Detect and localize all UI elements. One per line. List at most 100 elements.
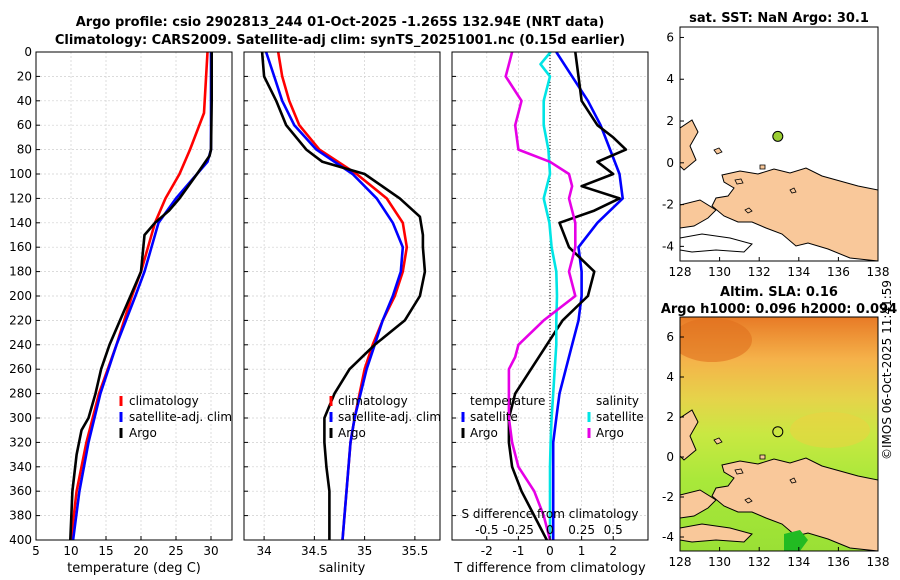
difference-legend-salinity: salinity satellite Argo (587, 394, 644, 440)
temperature-xlabel: temperature (deg C) (67, 561, 201, 576)
depth-tick-label: 280 (9, 387, 32, 401)
s-diff-tick-label: 0 (546, 523, 554, 537)
x-tick-label: -2 (481, 544, 493, 558)
land-new-guinea (711, 167, 878, 261)
sst-map-ticks: 128 130 132 134 136 138 -4 -2 0 2 4 6 (662, 30, 889, 279)
x-tick-label: 134 (787, 555, 810, 569)
legend-temp-satellite: satellite (470, 410, 518, 424)
argo-float-marker (772, 426, 784, 438)
depth-tick-label: 180 (9, 265, 32, 279)
depth-tick-label: 80 (17, 143, 32, 157)
argo-float-marker (772, 130, 784, 142)
salinity-panel: 34 34.5 35 35.5 salinity climatology satell… (243, 51, 441, 576)
y-tick-label: 4 (666, 370, 674, 384)
temperature-ticks: 5 10 15 20 25 30 (32, 51, 219, 558)
sla-map-panel: Altim. SLA: 0.16 Argo h1000: 0.096 h2000… (661, 285, 897, 569)
sst-map-title: sat. SST: NaN Argo: 30.1 (689, 11, 869, 26)
x-tick-label: 134 (787, 265, 810, 279)
difference-ticks: -2 -1 0 1 2 (452, 51, 617, 558)
series-line-temperature-satellite (551, 52, 625, 540)
x-tick-label: 35 (357, 544, 372, 558)
x-tick-label: 25 (168, 544, 183, 558)
x-tick-label: 138 (867, 555, 890, 569)
legend-heading-salinity: salinity (596, 394, 639, 408)
temperature-lines (69, 52, 213, 540)
y-tick-label: -4 (662, 239, 674, 253)
x-tick-label: 132 (748, 265, 771, 279)
x-tick-label: 136 (827, 555, 850, 569)
sla-map-title: Altim. SLA: 0.16 (720, 285, 838, 300)
difference-xlabel-salinity: S difference from climatology (462, 507, 639, 521)
x-tick-label: 34 (256, 544, 271, 558)
legend-heading-temperature: temperature (470, 394, 545, 408)
temperature-panel: 5 10 15 20 25 30 0 20 40 60 80 100 120 140 160 180 200 2… (9, 45, 233, 576)
y-tick-label: 6 (666, 30, 674, 44)
figure-title-line2: Climatology: CARS2009. Satellite-adj cli… (54, 33, 626, 48)
x-tick-label: 30 (203, 544, 218, 558)
depth-tick-label: 0 (24, 45, 32, 59)
series-line-temperature-argo (507, 52, 628, 540)
y-tick-label: -2 (662, 490, 674, 504)
legend-satellite-adj-clim: satellite-adj. clim (338, 410, 441, 424)
land-seram (680, 523, 753, 543)
legend-sal-satellite: satellite (596, 410, 644, 424)
x-tick-label: 2 (609, 544, 617, 558)
copyright-stamp: ©IMOS 06-Oct-2025 11:41:59 (880, 279, 894, 460)
legend-argo: Argo (129, 426, 157, 440)
figure-title-line1: Argo profile: csio 2902813_244 01-Oct-20… (75, 15, 605, 30)
y-tick-label: -4 (662, 530, 674, 544)
land-halmahera (680, 119, 699, 171)
green-patch (784, 530, 808, 551)
x-tick-label: 128 (669, 555, 692, 569)
depth-tick-label: 20 (17, 69, 32, 83)
x-tick-label: 15 (98, 544, 113, 558)
depth-tick-labels: 0 20 40 60 80 100 120 140 160 180 200 220 240 260 280 3… (9, 45, 32, 547)
legend-climatology: climatology (338, 394, 408, 408)
temperature-legend: climatology satellite-adj. clim Argo (119, 394, 232, 440)
depth-tick-label: 340 (9, 460, 32, 474)
depth-tick-label: 120 (9, 191, 32, 205)
y-tick-label: 2 (666, 114, 674, 128)
x-tick-label: -1 (512, 544, 524, 558)
salinity-lines (260, 52, 427, 540)
y-tick-label: 4 (666, 72, 674, 86)
depth-tick-label: 300 (9, 411, 32, 425)
x-tick-label: 130 (708, 555, 731, 569)
sst-map-land (680, 119, 878, 261)
depth-tick-label: 360 (9, 484, 32, 498)
salinity-legend: climatology satellite-adj. clim Argo (329, 394, 441, 440)
x-tick-label: 10 (63, 544, 78, 558)
series-line-satellite-adj-clim (264, 52, 405, 540)
depth-tick-label: 400 (9, 533, 32, 547)
x-tick-label: 20 (133, 544, 148, 558)
difference-xlabel: T difference from climatology (453, 561, 646, 576)
land-small-islands (713, 147, 797, 214)
land-west-island (680, 489, 717, 519)
x-tick-label: 5 (32, 544, 40, 558)
depth-tick-label: 140 (9, 216, 32, 230)
depth-tick-label: 60 (17, 118, 32, 132)
series-line-salinity-satellite (539, 52, 559, 540)
depth-tick-label: 380 (9, 509, 32, 523)
land-small-islands (713, 437, 797, 504)
series-line-salinity-argo (504, 52, 577, 540)
sst-map-panel: sat. SST: NaN Argo: 30.1 128 130 132 134 136… (662, 11, 889, 279)
depth-tick-label: 200 (9, 289, 32, 303)
series-line-argo (69, 52, 213, 540)
x-tick-label: 0 (546, 544, 554, 558)
land-west-island (680, 199, 717, 229)
x-tick-label: 1 (578, 544, 586, 558)
salinity-ticks: 34 34.5 35 35.5 (244, 51, 428, 558)
salinity-difference-tick-labels: -0.5 -0.25 0 0.25 0.5 (475, 523, 623, 537)
y-tick-label: 6 (666, 330, 674, 344)
difference-lines (504, 52, 628, 540)
s-diff-tick-label: 0.5 (604, 523, 623, 537)
difference-legend-temperature: temperature satellite Argo (461, 394, 545, 440)
s-diff-tick-label: -0.25 (503, 523, 534, 537)
depth-tick-label: 260 (9, 362, 32, 376)
depth-tick-label: 160 (9, 240, 32, 254)
s-diff-tick-label: -0.5 (475, 523, 498, 537)
legend-sal-argo: Argo (596, 426, 624, 440)
salinity-xlabel: salinity (319, 561, 366, 576)
